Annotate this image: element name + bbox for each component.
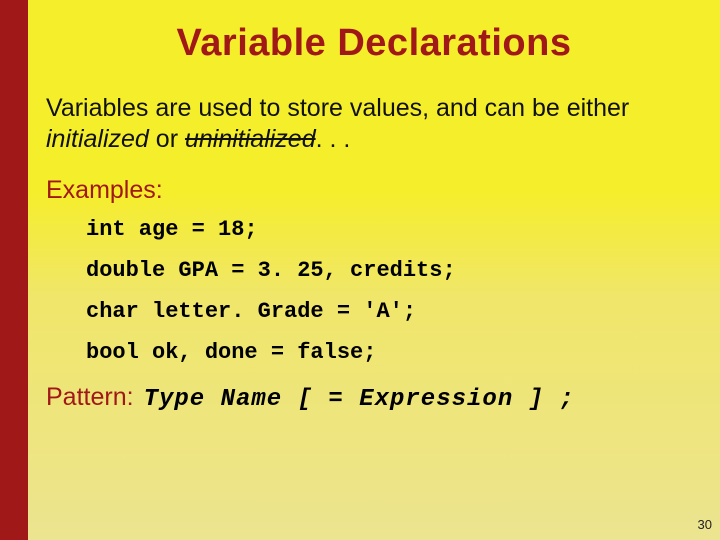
code-line-3: char letter. Grade = 'A';: [86, 301, 702, 323]
intro-text-pre: Variables are used to store values, and …: [46, 94, 629, 122]
intro-struck: uninitialized: [185, 125, 316, 153]
slide-title: Variable Declarations: [46, 22, 702, 65]
page-number: 30: [698, 517, 712, 532]
intro-paragraph: Variables are used to store values, and …: [46, 93, 702, 156]
intro-text-post: . . .: [316, 125, 351, 153]
code-line-4: bool ok, done = false;: [86, 342, 702, 364]
pattern-label: Pattern:: [46, 383, 134, 412]
code-line-1: int age = 18;: [86, 219, 702, 241]
code-line-2: double GPA = 3. 25, credits;: [86, 260, 702, 282]
pattern-text: Type Name [ = Expression ] ;: [144, 386, 575, 413]
intro-italic-1: initialized: [46, 125, 149, 153]
slide-content: Variable Declarations Variables are used…: [28, 0, 720, 540]
examples-label: Examples:: [46, 176, 702, 205]
code-block: int age = 18; double GPA = 3. 25, credit…: [86, 219, 702, 364]
intro-text-mid: or: [149, 125, 185, 153]
pattern-row: Pattern: Type Name [ = Expression ] ;: [46, 383, 702, 413]
